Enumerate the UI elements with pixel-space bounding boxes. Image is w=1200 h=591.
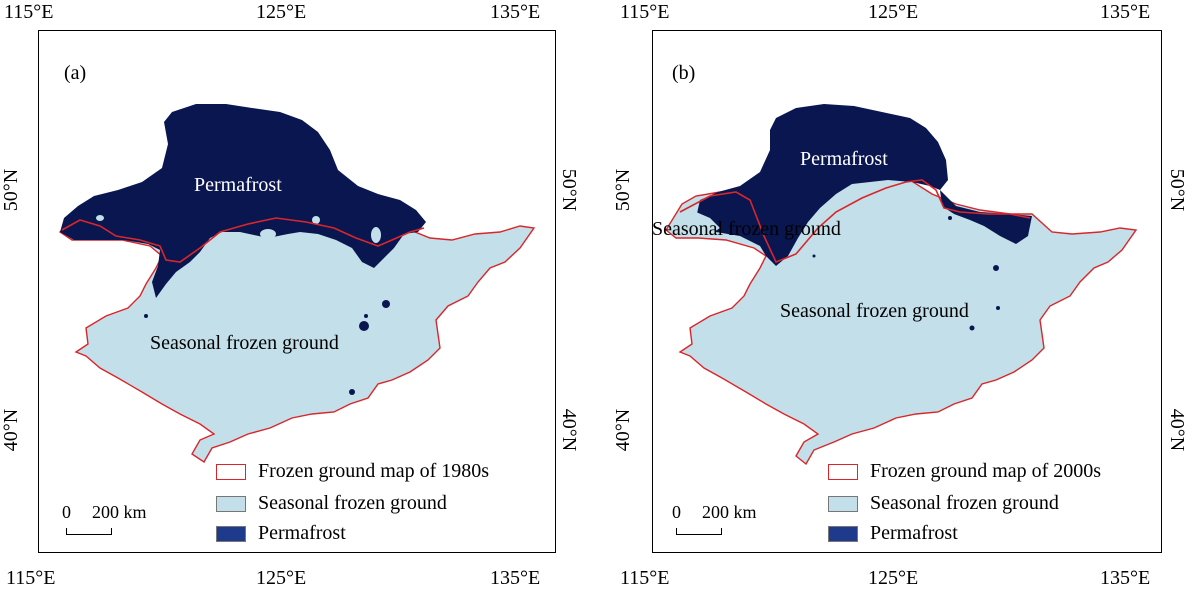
seasonal-label-north: Seasonal frozen ground — [652, 218, 841, 240]
lon-tick-135-bottom: 135°E — [1100, 567, 1151, 589]
seasonal-patch — [670, 210, 720, 236]
legend-label: Permafrost — [258, 522, 346, 544]
seasonal-patch — [96, 215, 104, 221]
legend-swatch-seasonal — [216, 496, 246, 512]
permafrost-patch — [359, 321, 369, 331]
scale-zero: 0 — [62, 502, 71, 522]
seasonal-label: Seasonal frozen ground — [780, 300, 969, 322]
legend-swatch-seasonal — [828, 496, 858, 512]
scale-line — [66, 528, 112, 535]
lon-tick-125-top: 125°E — [868, 1, 919, 23]
map-panel-a: 115°E 125°E 135°E 115°E 125°E 135°E 50°N… — [0, 1, 580, 589]
legend-label: Permafrost — [870, 522, 958, 544]
map-frame — [652, 30, 1162, 553]
map-panel-b: 115°E 125°E 135°E 115°E 125°E 135°E 50°N… — [600, 0, 1200, 591]
lon-tick-115-bottom: 115°E — [620, 567, 670, 589]
lon-tick-125-bottom: 125°E — [256, 567, 307, 589]
permafrost-patch — [144, 314, 148, 318]
seasonal-patch — [371, 227, 381, 243]
legend-swatch-outline — [216, 464, 246, 480]
permafrost-label: Permafrost — [194, 174, 282, 196]
lon-tick-125-bottom: 125°E — [868, 567, 919, 589]
panel-letter: (b) — [672, 62, 696, 84]
permafrost-patch — [349, 389, 355, 395]
permafrost-patch — [364, 314, 368, 318]
permafrost-label: Permafrost — [800, 148, 888, 170]
panel-letter: (a) — [64, 62, 87, 84]
legend-label: Frozen ground map of 1980s — [258, 460, 490, 482]
legend-label: Seasonal frozen ground — [870, 492, 1059, 514]
permafrost-patch — [948, 216, 952, 220]
permafrost-patch — [996, 306, 1000, 310]
legend-swatch-permafrost — [828, 526, 858, 542]
scale-line — [676, 528, 722, 535]
lon-tick-135-top: 135°E — [1100, 1, 1151, 23]
scale-distance: 200 km — [702, 502, 757, 522]
scale-zero: 0 — [672, 502, 681, 522]
lon-tick-115-bottom: 115°E — [6, 567, 56, 589]
lon-tick-115-top: 115°E — [4, 1, 54, 23]
permafrost-patch — [969, 325, 975, 331]
seasonal-patch — [260, 229, 276, 239]
map-frame — [38, 30, 556, 553]
seasonal-patch — [312, 216, 320, 224]
seasonal-label: Seasonal frozen ground — [150, 332, 339, 354]
lon-tick-125-top: 125°E — [256, 1, 307, 23]
lon-tick-115-top: 115°E — [620, 1, 670, 23]
permafrost-region — [60, 104, 426, 298]
outline-2000s — [679, 179, 1031, 264]
scale-distance: 200 km — [92, 502, 147, 522]
outline-1980s — [61, 217, 425, 263]
permafrost-patch — [382, 300, 390, 308]
legend-label: Frozen ground map of 2000s — [870, 460, 1102, 482]
frozen-ground-map-b — [665, 104, 1138, 466]
legend-label: Seasonal frozen ground — [258, 492, 447, 514]
legend-swatch-permafrost — [216, 526, 246, 542]
permafrost-region — [696, 104, 948, 266]
permafrost-patch — [812, 254, 816, 258]
lon-tick-135-bottom: 135°E — [490, 567, 541, 589]
permafrost-region — [940, 190, 1032, 244]
lon-tick-135-top: 135°E — [490, 1, 541, 23]
permafrost-patch — [993, 265, 999, 271]
legend-swatch-outline — [828, 464, 858, 480]
frozen-ground-map-a — [58, 104, 536, 463]
